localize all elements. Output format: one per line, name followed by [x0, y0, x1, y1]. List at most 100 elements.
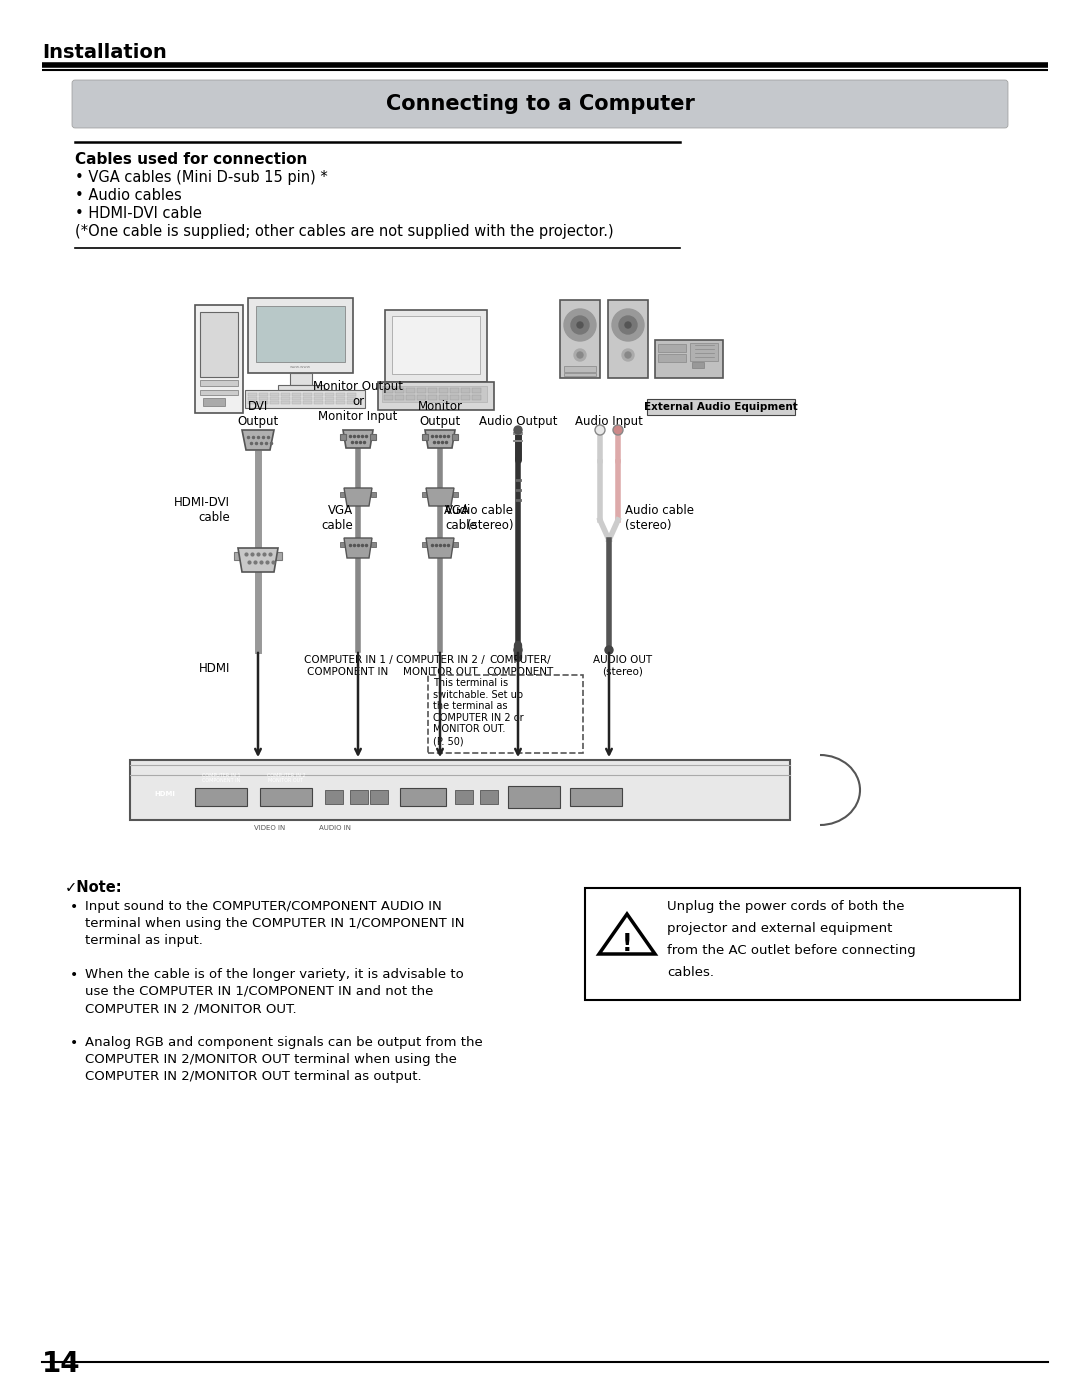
Bar: [347, 393, 356, 395]
Text: cables.: cables.: [667, 965, 714, 979]
Bar: [378, 381, 494, 409]
Bar: [200, 312, 238, 377]
Bar: [270, 397, 279, 400]
Text: COMPUTER IN 1 /
COMPONENT IN: COMPUTER IN 1 / COMPONENT IN: [303, 655, 392, 676]
Bar: [200, 380, 238, 386]
Bar: [450, 395, 459, 400]
Bar: [347, 397, 356, 400]
Bar: [450, 388, 459, 393]
Bar: [270, 393, 279, 395]
Text: VIDEO IN: VIDEO IN: [255, 826, 285, 831]
Bar: [585, 888, 1020, 1000]
Bar: [130, 760, 789, 820]
Bar: [281, 397, 291, 400]
Bar: [259, 397, 268, 400]
Polygon shape: [242, 430, 274, 450]
Circle shape: [514, 645, 522, 654]
Text: terminal when using the COMPUTER IN 1/COMPONENT IN: terminal when using the COMPUTER IN 1/CO…: [85, 916, 464, 930]
Bar: [200, 390, 238, 395]
Polygon shape: [599, 914, 654, 954]
Bar: [303, 397, 312, 400]
Bar: [260, 788, 312, 806]
Text: projector and external equipment: projector and external equipment: [667, 922, 892, 935]
Bar: [654, 339, 723, 379]
Text: Audio cable
(stereo): Audio cable (stereo): [444, 504, 513, 532]
Text: Monitor Output
or
Monitor Input: Monitor Output or Monitor Input: [313, 380, 403, 423]
Bar: [417, 395, 426, 400]
Text: • Audio cables: • Audio cables: [75, 189, 181, 203]
Bar: [461, 395, 470, 400]
Bar: [292, 401, 301, 404]
Bar: [248, 397, 257, 400]
Text: Audio Output: Audio Output: [478, 415, 557, 427]
Bar: [292, 397, 301, 400]
Bar: [314, 393, 323, 395]
Bar: [384, 388, 393, 393]
Text: ✓Note:: ✓Note:: [65, 880, 123, 895]
Text: AUDIO OUT
(stereo): AUDIO OUT (stereo): [593, 655, 652, 676]
Bar: [325, 789, 343, 805]
Bar: [455, 789, 473, 805]
Text: •: •: [70, 900, 78, 914]
Bar: [480, 789, 498, 805]
Bar: [350, 789, 368, 805]
Text: Monitor
Output: Monitor Output: [418, 400, 462, 427]
Circle shape: [612, 309, 644, 341]
Bar: [303, 401, 312, 404]
Text: COMPUTER IN 1
COMPONENT IN: COMPUTER IN 1 COMPONENT IN: [202, 773, 241, 784]
Bar: [508, 787, 561, 807]
Bar: [370, 789, 388, 805]
Text: www.www: www.www: [289, 365, 311, 369]
Circle shape: [514, 426, 522, 434]
Bar: [340, 542, 345, 548]
Text: AUDIO IN: AUDIO IN: [319, 826, 351, 831]
Bar: [453, 492, 458, 497]
Text: COMPUTER IN 2 /MONITOR OUT.: COMPUTER IN 2 /MONITOR OUT.: [85, 1002, 297, 1016]
Bar: [370, 434, 376, 440]
Bar: [291, 373, 312, 386]
FancyBboxPatch shape: [647, 400, 795, 415]
Text: Audio Input: Audio Input: [575, 415, 643, 427]
Circle shape: [577, 352, 583, 358]
Bar: [382, 386, 487, 402]
Circle shape: [625, 321, 631, 328]
Text: Installation: Installation: [42, 43, 166, 61]
Bar: [406, 388, 415, 393]
Circle shape: [625, 352, 631, 358]
Text: Audio cable
(stereo): Audio cable (stereo): [625, 504, 694, 532]
Bar: [384, 395, 393, 400]
Bar: [195, 305, 243, 414]
Circle shape: [605, 645, 613, 654]
Text: Unplug the power cords of both the: Unplug the power cords of both the: [667, 900, 905, 914]
Bar: [256, 306, 345, 362]
Bar: [203, 398, 225, 407]
Bar: [195, 788, 247, 806]
Text: (*One cable is supplied; other cables are not supplied with the projector.): (*One cable is supplied; other cables ar…: [75, 224, 613, 239]
Bar: [400, 788, 446, 806]
Text: COMPUTER/
COMPONENT
AUDIO IN: COMPUTER/ COMPONENT AUDIO IN: [486, 655, 554, 689]
Bar: [281, 393, 291, 395]
Text: terminal as input.: terminal as input.: [85, 935, 203, 947]
Bar: [395, 388, 404, 393]
Bar: [325, 393, 334, 395]
Bar: [658, 344, 686, 352]
Polygon shape: [426, 538, 454, 557]
Bar: [564, 373, 596, 376]
Bar: [347, 401, 356, 404]
Bar: [340, 434, 346, 440]
Bar: [428, 395, 437, 400]
Bar: [461, 388, 470, 393]
Text: HDMI: HDMI: [154, 791, 175, 798]
Text: from the AC outlet before connecting: from the AC outlet before connecting: [667, 944, 916, 957]
FancyBboxPatch shape: [144, 782, 186, 806]
Polygon shape: [343, 430, 373, 448]
Bar: [453, 434, 458, 440]
Text: External Audio Equipment: External Audio Equipment: [644, 402, 798, 412]
Text: Cables used for connection: Cables used for connection: [75, 152, 308, 168]
Bar: [248, 401, 257, 404]
Bar: [561, 300, 600, 379]
Text: •: •: [70, 968, 78, 982]
Circle shape: [577, 321, 583, 328]
Bar: [384, 310, 487, 381]
Text: HDMI-DVI
cable: HDMI-DVI cable: [174, 496, 230, 524]
